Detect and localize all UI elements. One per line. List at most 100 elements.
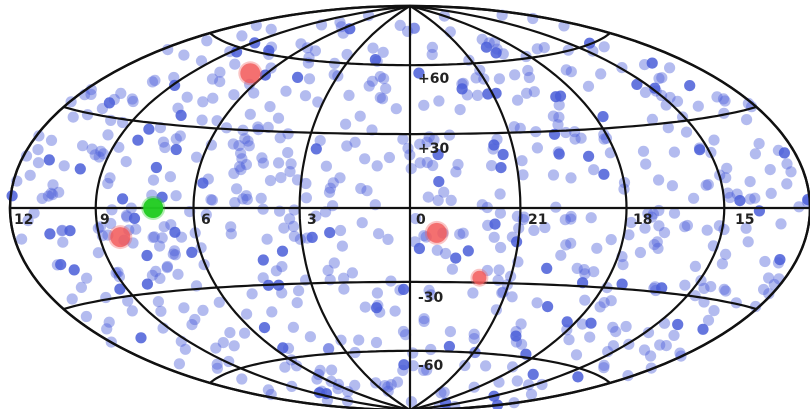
source-dot: [488, 36, 501, 49]
source-dot: [801, 196, 810, 208]
source-dot: [383, 151, 395, 164]
source-dot: [266, 306, 278, 318]
source-dot: [642, 327, 655, 339]
source-dot: [717, 93, 730, 105]
source-dot: [486, 160, 498, 172]
source-dot: [158, 221, 170, 233]
source-dot: [165, 219, 177, 231]
source-dot: [349, 379, 361, 391]
source-dot: [656, 72, 668, 84]
source-dot: [433, 176, 445, 188]
source-dot: [620, 320, 632, 333]
source-dot: [763, 272, 775, 284]
source-dot: [237, 193, 249, 205]
source-dot: [167, 248, 179, 260]
source-dot: [653, 72, 665, 85]
source-dot: [531, 43, 543, 55]
source-dot: [616, 278, 628, 290]
source-dot: [150, 265, 162, 277]
source-dot: [327, 177, 339, 189]
source-dot: [24, 169, 36, 181]
source-dot: [724, 191, 736, 204]
source-dot: [301, 232, 313, 244]
source-dot: [522, 64, 534, 77]
source-dot: [666, 180, 679, 192]
source-dot: [334, 16, 346, 28]
source-dot: [679, 279, 691, 291]
source-dot: [494, 188, 506, 200]
source-dot: [264, 101, 276, 113]
source-dot: [155, 305, 167, 317]
source-dot: [493, 264, 505, 276]
source-dot: [514, 122, 526, 134]
source-dot: [341, 140, 353, 152]
source-dot: [32, 157, 45, 169]
source-dot: [115, 87, 127, 99]
source-dot: [103, 97, 115, 109]
source-dot: [228, 167, 240, 179]
source-dot: [377, 46, 389, 58]
source-dot: [80, 310, 92, 323]
source-dot: [359, 153, 371, 165]
source-dot: [236, 30, 248, 42]
source-dot: [428, 134, 440, 146]
source-dot: [156, 191, 168, 203]
source-dot: [418, 99, 430, 111]
source-dot: [482, 219, 494, 231]
source-dot: [324, 227, 336, 239]
source-dot: [92, 247, 104, 259]
source-dot: [361, 185, 373, 197]
source-dot: [284, 213, 296, 225]
source-dot: [186, 246, 198, 258]
source-dot: [720, 172, 732, 184]
source-dot: [47, 189, 59, 201]
source-dot: [547, 110, 560, 122]
source-dot: [157, 136, 170, 148]
source-dot: [450, 252, 462, 264]
source-dot: [346, 267, 358, 279]
source-dot: [117, 193, 129, 205]
source-dot: [378, 73, 390, 85]
source-dot: [255, 192, 267, 204]
source-dot: [456, 83, 468, 95]
source-dot: [579, 268, 591, 280]
source-dot: [719, 95, 731, 107]
source-dot: [336, 240, 348, 252]
source-dot: [407, 347, 419, 359]
source-dot: [531, 297, 543, 309]
source-dot: [338, 272, 350, 284]
source-dot: [287, 220, 300, 232]
source-dot: [510, 330, 522, 342]
source-dot: [634, 246, 647, 259]
source-dot: [66, 293, 78, 305]
source-dot: [77, 140, 89, 152]
source-dot: [154, 272, 166, 284]
source-dot: [607, 340, 620, 352]
source-dot: [722, 187, 734, 199]
source-dot: [169, 226, 181, 238]
source-dot: [202, 173, 214, 185]
source-dot: [565, 213, 577, 225]
source-dot: [233, 140, 245, 152]
source-dot: [67, 111, 79, 123]
parallel-line: [209, 349, 611, 384]
source-dot: [560, 126, 572, 139]
source-dot: [457, 227, 469, 239]
source-dot: [191, 151, 203, 163]
source-dot: [228, 89, 240, 101]
source-dot: [642, 207, 654, 220]
source-dot: [89, 149, 101, 161]
source-dot: [511, 375, 523, 387]
source-dot: [563, 334, 575, 346]
source-dot: [397, 325, 410, 338]
source-dot: [598, 297, 610, 309]
source-dot: [146, 76, 159, 88]
source-dot: [168, 245, 181, 257]
source-dot: [288, 230, 300, 242]
source-dot: [781, 158, 793, 170]
source-dot: [314, 135, 326, 147]
source-dot: [340, 118, 352, 130]
source-dot: [588, 266, 600, 278]
source-dot: [170, 190, 182, 202]
